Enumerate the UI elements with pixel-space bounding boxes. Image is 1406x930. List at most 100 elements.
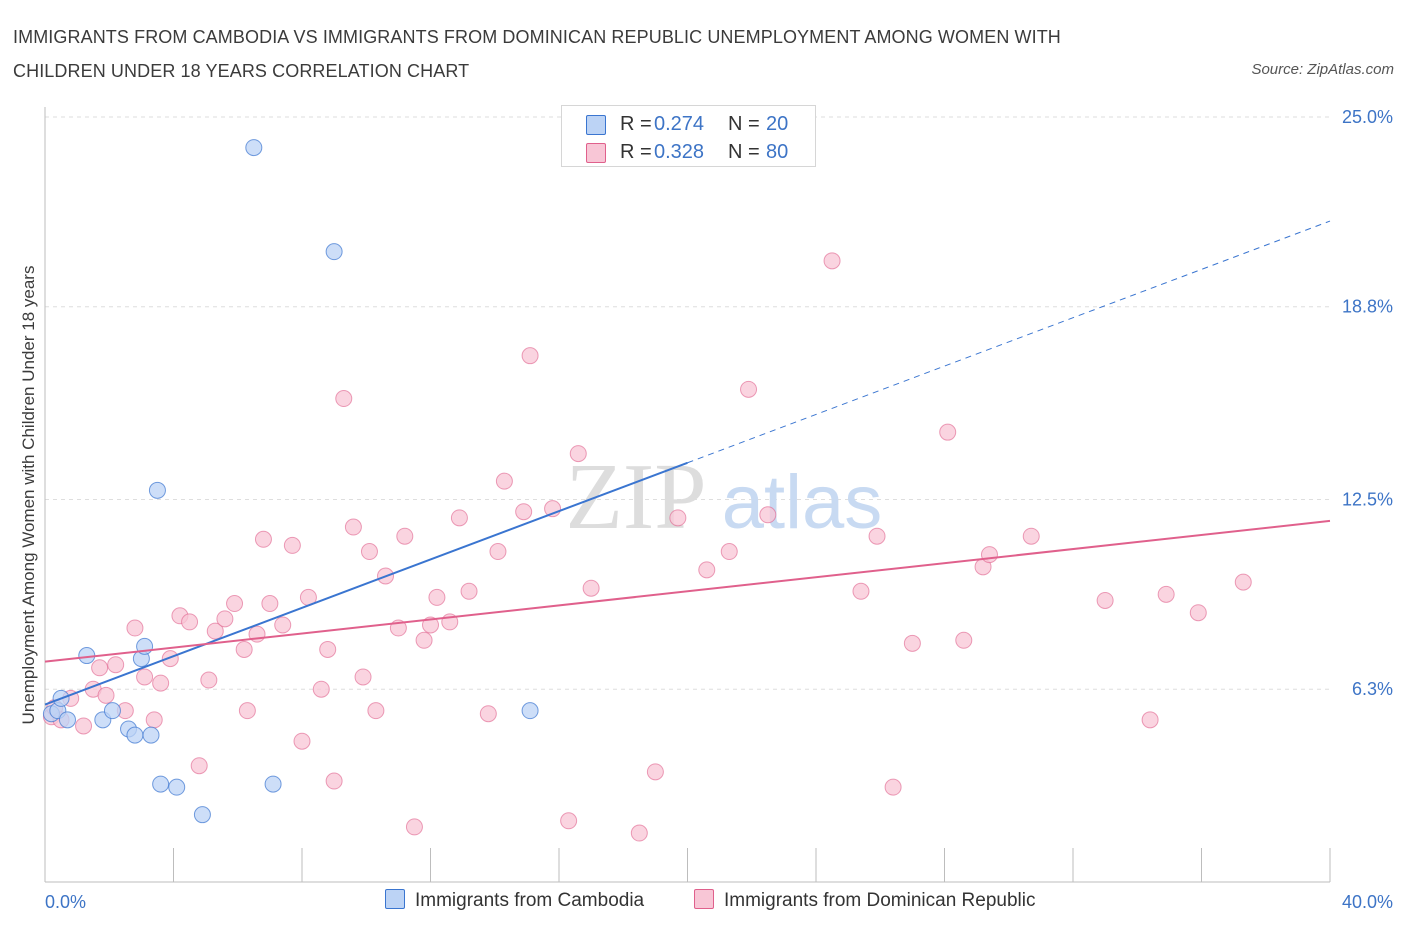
dominican-point xyxy=(903,634,921,652)
r-label: R = xyxy=(620,141,652,163)
cambodia-swatch xyxy=(586,115,606,135)
dominican-point xyxy=(405,818,423,836)
cambodia-point xyxy=(142,726,160,744)
dominican-point xyxy=(190,757,208,775)
y-tick-label: 6.3% xyxy=(1352,679,1393,699)
dominican-point xyxy=(569,445,587,463)
cambodia-point xyxy=(58,711,76,729)
dominican-point xyxy=(521,347,539,365)
source-label: Source: ZipAtlas.com xyxy=(1251,61,1394,78)
dominican-point xyxy=(312,680,330,698)
dominican-point xyxy=(274,616,292,634)
dominican-point xyxy=(360,543,378,561)
cambodia-trend-extension xyxy=(687,220,1331,464)
dominican-point xyxy=(254,530,272,548)
dominican-point xyxy=(145,711,163,729)
dominican-point xyxy=(980,546,998,564)
dominican-point xyxy=(293,732,311,750)
cambodia-point xyxy=(325,243,343,261)
dominican-point xyxy=(939,423,957,441)
dominican-point xyxy=(515,503,533,521)
cambodia-point xyxy=(148,481,166,499)
dominican-point xyxy=(489,543,507,561)
dominican-point xyxy=(1096,591,1114,609)
dominican-point xyxy=(422,616,439,634)
cambodia-trend-line xyxy=(44,461,688,706)
dominican-point xyxy=(181,613,199,631)
legend-item-cambodia: Immigrants from Cambodia xyxy=(385,889,644,915)
dominican-point xyxy=(200,671,218,689)
n-value: 20 xyxy=(766,113,789,135)
n-value: 80 xyxy=(766,141,789,163)
dominican-point xyxy=(852,582,870,600)
x-tick-label-min: 0.0% xyxy=(45,892,86,912)
dominican-point xyxy=(955,631,973,649)
dominican-point xyxy=(1189,604,1207,622)
watermark-atlas: atlas xyxy=(722,460,883,545)
dominican-point xyxy=(720,543,738,561)
dominican-point xyxy=(354,668,372,686)
dominican-point xyxy=(75,717,93,735)
dominican-point xyxy=(646,763,664,781)
tick-labels: 6.3% 12.5% 18.8% 25.0% 0.0% 40.0% xyxy=(45,107,1393,912)
dominican-point xyxy=(319,640,337,658)
dominican-point xyxy=(415,631,433,649)
y-tick-label: 25.0% xyxy=(1342,107,1393,127)
dominican-point xyxy=(1141,711,1159,729)
dominican-point xyxy=(740,380,758,398)
dominican-point xyxy=(396,527,414,545)
dominican-legend-swatch xyxy=(694,889,714,909)
dominican-swatch xyxy=(586,143,606,163)
dominican-point xyxy=(235,640,253,658)
dominican-point xyxy=(868,527,886,545)
watermark: ZIP atlas xyxy=(566,445,883,549)
dominican-point xyxy=(560,812,578,830)
dominican-point xyxy=(126,619,144,637)
legend-label-dominican: Immigrants from Dominican Republic xyxy=(724,890,1036,911)
cambodia-point xyxy=(103,702,121,720)
dominican-point xyxy=(428,588,446,606)
dominican-point xyxy=(325,772,343,790)
legend-item-dominican: Immigrants from Dominican Republic xyxy=(694,889,1036,915)
x-tick-label-max: 40.0% xyxy=(1342,892,1393,912)
dominican-point xyxy=(698,561,716,579)
dominican-point xyxy=(479,705,497,723)
cambodia-point xyxy=(521,702,539,720)
dominican-point xyxy=(283,536,301,554)
dominican-point xyxy=(238,702,256,720)
dominican-point xyxy=(630,824,648,842)
trend-lines xyxy=(44,220,1331,706)
y-tick-label: 18.8% xyxy=(1342,297,1393,317)
dominican-point xyxy=(226,595,244,613)
cambodia-points xyxy=(42,139,539,824)
r-label: R = xyxy=(620,113,652,135)
dominican-point xyxy=(344,518,362,536)
dominican-point xyxy=(216,610,234,628)
n-label: N = xyxy=(728,113,760,135)
legend-label-cambodia: Immigrants from Cambodia xyxy=(415,890,645,911)
dominican-point xyxy=(823,252,841,270)
dominican-point xyxy=(206,622,224,640)
dominican-point xyxy=(669,509,687,527)
dominican-point xyxy=(1022,527,1040,545)
dominican-point xyxy=(1157,585,1175,603)
dominican-point xyxy=(261,595,279,613)
dominican-point xyxy=(759,506,777,524)
dominican-point xyxy=(582,579,600,597)
dominican-point xyxy=(884,778,902,796)
cambodia-point xyxy=(245,139,263,157)
dominican-point xyxy=(495,472,513,490)
stats-legend: R = 0.274 N = 20 R = 0.328 N = 80 xyxy=(561,105,816,167)
dominican-point xyxy=(136,668,154,686)
cambodia-point xyxy=(168,778,186,796)
r-value: 0.328 xyxy=(654,141,705,163)
dominican-point xyxy=(335,390,353,408)
n-label: N = xyxy=(728,141,760,163)
cambodia-point xyxy=(193,806,211,824)
cambodia-point xyxy=(152,775,170,793)
dominican-point xyxy=(1234,573,1252,591)
axes xyxy=(44,107,1331,883)
y-tick-label: 12.5% xyxy=(1342,490,1393,510)
dominican-point xyxy=(152,674,170,692)
dominican-point xyxy=(97,686,115,704)
